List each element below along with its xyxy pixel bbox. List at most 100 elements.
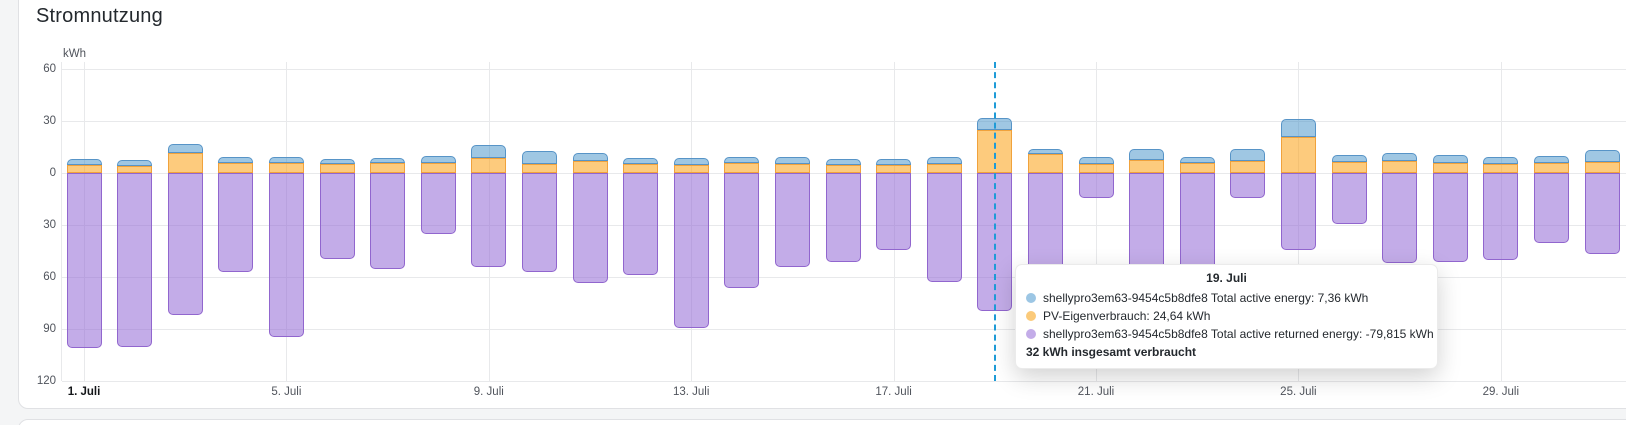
bar-active-energy[interactable] [1382,153,1418,161]
bar-pv-eigenverbrauch[interactable] [420,162,456,173]
bar-pv-eigenverbrauch[interactable] [1179,163,1215,173]
bar-pv-eigenverbrauch[interactable] [1280,137,1316,173]
bar-pv-eigenverbrauch[interactable] [1483,164,1519,173]
bar-returned-energy[interactable] [66,173,102,349]
bar-returned-energy[interactable] [1179,173,1215,271]
bar-pv-eigenverbrauch[interactable] [673,165,709,173]
bar-active-energy[interactable] [876,159,912,166]
panel-title[interactable]: Stromnutzung [36,5,163,27]
bar-returned-energy[interactable] [1533,173,1569,243]
bar-returned-energy[interactable] [825,173,861,262]
bar-pv-eigenverbrauch[interactable] [370,163,406,173]
bar-active-energy[interactable] [66,159,102,166]
gridline-horizontal [62,380,1626,382]
bar-active-energy[interactable] [1280,118,1316,138]
bar-active-energy[interactable] [623,157,659,165]
bar-pv-eigenverbrauch[interactable] [1584,161,1620,173]
bar-active-energy[interactable] [370,158,406,164]
bar-pv-eigenverbrauch[interactable] [319,164,355,173]
bar-returned-energy[interactable] [117,173,153,348]
gridline-horizontal [62,328,1626,330]
bar-pv-eigenverbrauch[interactable] [825,165,861,173]
bar-returned-energy[interactable] [774,173,810,267]
bar-active-energy[interactable] [1078,156,1114,165]
bar-pv-eigenverbrauch[interactable] [1027,153,1063,173]
bar-returned-energy[interactable] [1432,173,1468,262]
bar-returned-energy[interactable] [876,173,912,251]
bar-pv-eigenverbrauch[interactable] [623,164,659,173]
bar-returned-energy[interactable] [1129,173,1165,274]
bar-returned-energy[interactable] [572,173,608,283]
bar-returned-energy[interactable] [1027,173,1063,271]
bar-pv-eigenverbrauch[interactable] [1078,164,1114,173]
y-tick-label: 60 [43,270,56,283]
bar-returned-energy[interactable] [319,173,355,259]
bar-returned-energy[interactable] [420,173,456,235]
bar-active-energy[interactable] [471,144,507,159]
bar-active-energy[interactable] [420,156,456,163]
bar-active-energy[interactable] [268,156,304,163]
gridline-horizontal [62,69,1626,70]
bar-returned-energy[interactable] [471,173,507,268]
bar-active-energy[interactable] [521,150,557,165]
bar-active-energy[interactable] [1432,154,1468,164]
bar-returned-energy[interactable] [724,173,760,289]
bar-returned-energy[interactable] [218,173,254,272]
bar-pv-eigenverbrauch[interactable] [1533,163,1569,173]
bar-returned-energy[interactable] [623,173,659,276]
bar-returned-energy[interactable] [521,173,557,272]
tooltip-row-text: shellypro3em63-9454c5b8dfe8 Total active… [1043,327,1434,341]
bar-pv-eigenverbrauch[interactable] [774,163,810,173]
bar-pv-eigenverbrauch[interactable] [1382,160,1418,173]
bar-pv-eigenverbrauch[interactable] [724,163,760,173]
bar-pv-eigenverbrauch[interactable] [1129,160,1165,173]
bar-pv-eigenverbrauch[interactable] [572,161,608,173]
bar-active-energy[interactable] [218,157,254,164]
bar-returned-energy[interactable] [1280,173,1316,250]
bar-pv-eigenverbrauch[interactable] [268,162,304,173]
bar-pv-eigenverbrauch[interactable] [1331,161,1367,173]
bar-active-energy[interactable] [167,144,203,153]
bar-returned-energy[interactable] [1331,173,1367,225]
bar-active-energy[interactable] [926,156,962,164]
bar-active-energy[interactable] [1483,157,1519,165]
bar-active-energy[interactable] [1179,157,1215,164]
bar-returned-energy[interactable] [370,173,406,270]
bar-active-energy[interactable] [1027,148,1063,154]
x-tick-label: 25. Juli [1280,386,1317,398]
bar-returned-energy[interactable] [1078,173,1114,199]
bar-active-energy[interactable] [1331,154,1367,162]
bar-active-energy[interactable] [1230,149,1266,162]
bar-active-energy[interactable] [774,157,810,164]
bar-pv-eigenverbrauch[interactable] [521,164,557,173]
bar-pv-eigenverbrauch[interactable] [66,165,102,173]
bar-pv-eigenverbrauch[interactable] [1432,163,1468,173]
bar-returned-energy[interactable] [1230,173,1266,199]
bar-active-energy[interactable] [117,160,153,167]
bar-pv-eigenverbrauch[interactable] [471,158,507,173]
bar-pv-eigenverbrauch[interactable] [167,152,203,173]
bar-returned-energy[interactable] [1382,173,1418,264]
bar-pv-eigenverbrauch[interactable] [1230,161,1266,173]
bar-pv-eigenverbrauch[interactable] [117,166,153,173]
tooltip-title: 19. Juli [1206,271,1247,285]
bar-pv-eigenverbrauch[interactable] [876,165,912,173]
bar-active-energy[interactable] [1584,149,1620,162]
bar-active-energy[interactable] [572,153,608,162]
bar-active-energy[interactable] [319,159,355,165]
bar-active-energy[interactable] [825,159,861,166]
bar-pv-eigenverbrauch[interactable] [926,163,962,173]
x-tick-label: 5. Juli [271,386,302,398]
bar-pv-eigenverbrauch[interactable] [218,163,254,173]
next-panel-edge [18,419,1626,425]
bar-returned-energy[interactable] [926,173,962,282]
bar-active-energy[interactable] [724,156,760,164]
bar-active-energy[interactable] [1129,148,1165,160]
bar-returned-energy[interactable] [673,173,709,329]
bar-returned-energy[interactable] [268,173,304,338]
bar-returned-energy[interactable] [167,173,203,315]
bar-active-energy[interactable] [1533,156,1569,164]
bar-returned-energy[interactable] [1584,173,1620,255]
bar-returned-energy[interactable] [1483,173,1519,260]
bar-active-energy[interactable] [673,158,709,166]
